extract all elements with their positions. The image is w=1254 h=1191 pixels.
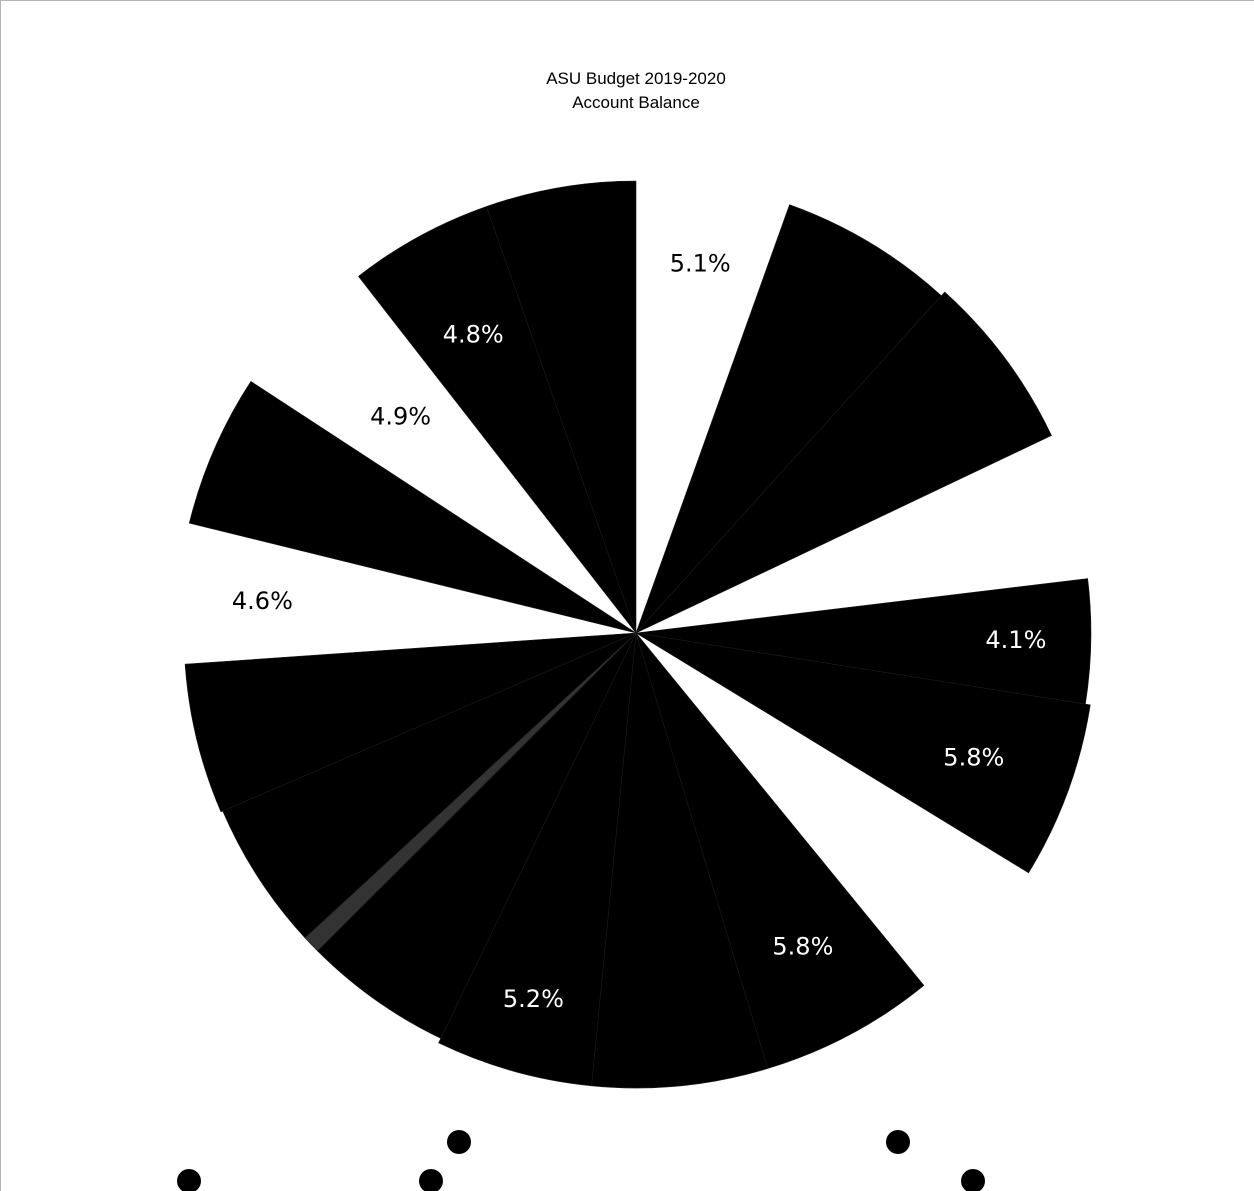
- pie-slices: [184, 180, 1092, 1089]
- slice-label: 4.9%: [370, 402, 431, 430]
- pie-slice[interactable]: [222, 632, 637, 939]
- pie-labels: 5.1% 5.8% 5.8% 4.1% 5.8% 5.8% 5.8% 5.2% 4.6% 4.9%…: [232, 250, 1046, 1016]
- slice-label: 5.8%: [642, 987, 703, 1015]
- pie-slice[interactable]: [635, 632, 1091, 874]
- slice-label: 5.8%: [772, 932, 833, 960]
- slice-label: 4.1%: [985, 626, 1046, 654]
- pie-slice[interactable]: [438, 632, 637, 1087]
- legend: [177, 1130, 985, 1191]
- pie-slice[interactable]: [635, 632, 925, 1069]
- slice-label: 4.8%: [443, 321, 504, 349]
- slice-label: 5.8%: [943, 743, 1004, 771]
- pie-slice[interactable]: [635, 204, 942, 634]
- legend-marker[interactable]: [177, 1169, 201, 1191]
- slice-label: 5.2%: [503, 985, 564, 1013]
- legend-marker[interactable]: [447, 1130, 471, 1154]
- chart-title: ASU Budget 2019-2020: [546, 69, 726, 88]
- slice-label: 4.6%: [232, 587, 293, 615]
- pie-slice[interactable]: [591, 632, 769, 1089]
- slice-label: 5.8%: [935, 374, 996, 402]
- slice-label: 5.1%: [670, 250, 731, 278]
- legend-marker[interactable]: [961, 1169, 985, 1191]
- slice-label: 5.8%: [788, 315, 849, 343]
- pie-slice[interactable]: [357, 206, 637, 634]
- pie-slice[interactable]: [486, 180, 637, 634]
- legend-marker[interactable]: [419, 1169, 443, 1191]
- chart-subtitle: Account Balance: [572, 93, 700, 112]
- pie-slice[interactable]: [635, 291, 1052, 634]
- legend-marker[interactable]: [886, 1130, 910, 1154]
- pie-slice[interactable]: [184, 632, 637, 813]
- pie-slice[interactable]: [317, 632, 637, 1039]
- pie-slice[interactable]: [188, 380, 637, 634]
